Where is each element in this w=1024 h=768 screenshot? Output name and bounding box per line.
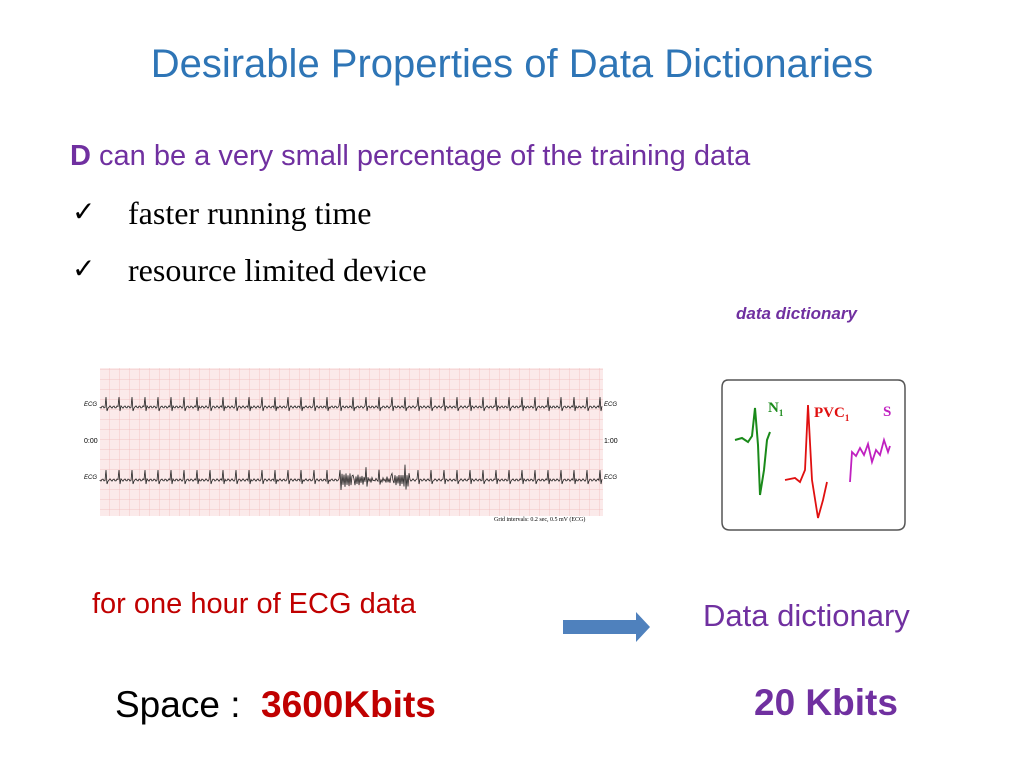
ecg-time: 0:00 bbox=[84, 438, 98, 445]
ecg-grid bbox=[100, 368, 603, 516]
size-label: Space : 3600Kbits bbox=[115, 684, 436, 726]
atom-sub: 1 bbox=[778, 408, 784, 418]
arrow bbox=[563, 612, 650, 642]
atom-n1 bbox=[734, 407, 771, 496]
atom-label: S bbox=[883, 404, 892, 420]
dictionary-frame bbox=[721, 379, 906, 531]
atom-name: N bbox=[768, 400, 779, 416]
dictionary-heading: data dictionary bbox=[736, 304, 857, 323]
atom-name: PVC bbox=[814, 405, 845, 421]
ecg-trace bbox=[99, 464, 603, 491]
bullet: resource limited device bbox=[128, 252, 427, 288]
right-caption: Data dictionary bbox=[703, 598, 910, 633]
ecg-label: ECG bbox=[84, 402, 98, 408]
check: ✓ bbox=[72, 252, 96, 285]
ecg-trace bbox=[99, 396, 603, 412]
subtitle-emphasis: D bbox=[70, 140, 91, 172]
ecg-label: ECG bbox=[604, 475, 618, 481]
ecg-caption: Grid intervals: 0.2 sec, 0.5 mV (ECG) bbox=[494, 517, 586, 523]
space-value: 3600Kbits bbox=[261, 684, 436, 725]
title: Desirable Properties of Data Dictionarie… bbox=[150, 42, 874, 86]
atom-label: N1 bbox=[768, 400, 783, 418]
left-caption: for one hour of ECG data bbox=[92, 588, 417, 620]
bullet: faster running time bbox=[128, 195, 372, 231]
subtitle: D can be a very small percentage of the … bbox=[70, 140, 750, 173]
atom-sub: 1 bbox=[844, 413, 850, 423]
check: ✓ bbox=[72, 195, 96, 228]
ecg-label: ECG bbox=[604, 402, 618, 408]
space-label: Space : bbox=[115, 684, 241, 725]
dictionary-size: 20 Kbits bbox=[754, 682, 898, 723]
ecg-time: 1:00 bbox=[604, 438, 618, 445]
atom-s bbox=[849, 436, 891, 483]
atom-label: PVC1 bbox=[814, 405, 849, 423]
atom-pvc1 bbox=[784, 404, 828, 519]
ecg-label: ECG bbox=[84, 475, 98, 481]
subtitle-text: can be a very small percentage of the tr… bbox=[99, 140, 751, 172]
